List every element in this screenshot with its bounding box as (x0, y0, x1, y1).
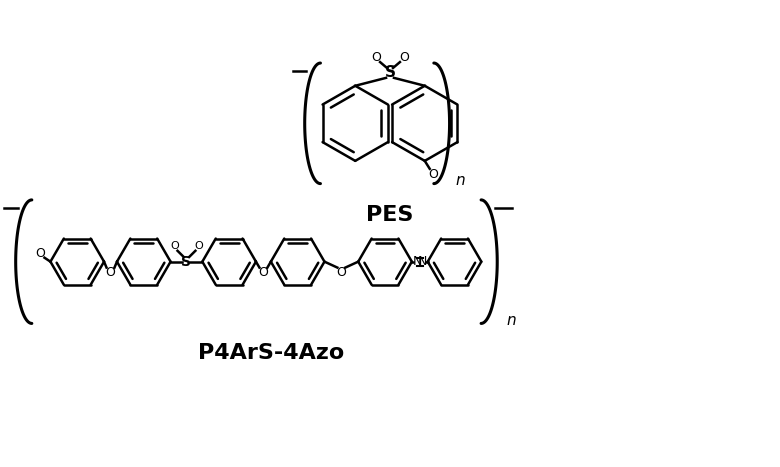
Text: S: S (385, 65, 395, 80)
Text: O: O (427, 168, 438, 181)
Text: O: O (170, 241, 179, 251)
Text: O: O (371, 50, 381, 64)
Text: O: O (105, 266, 115, 279)
Text: S: S (182, 255, 191, 269)
Text: N: N (418, 255, 427, 268)
Text: O: O (258, 266, 268, 279)
Text: n: n (506, 313, 516, 328)
Text: n: n (456, 173, 465, 188)
Text: O: O (399, 50, 409, 64)
Text: O: O (336, 266, 346, 279)
Text: O: O (36, 247, 45, 260)
Text: N: N (413, 255, 422, 268)
Text: PES: PES (367, 205, 413, 226)
Text: P4ArS-4Azo: P4ArS-4Azo (197, 343, 344, 363)
Text: O: O (194, 241, 203, 251)
